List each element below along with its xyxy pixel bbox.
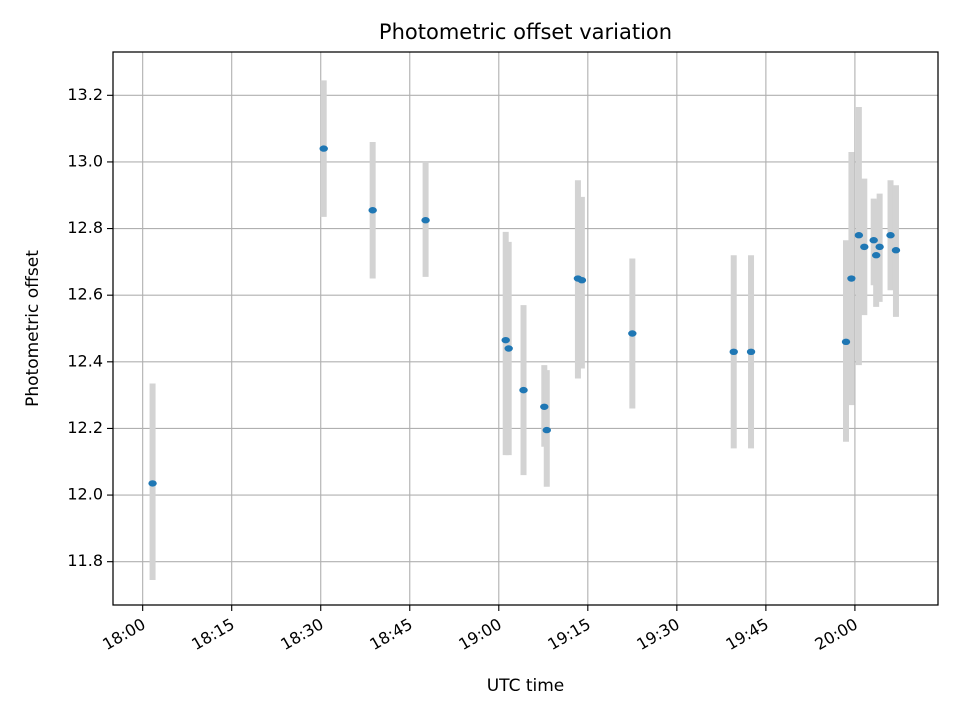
x-tick-label: 19:30 [633,614,682,654]
data-point [542,426,551,434]
data-point [729,348,738,356]
x-tick-label: 19:45 [722,614,771,654]
y-tick-label: 12.0 [67,485,103,504]
data-point [847,275,856,282]
y-axis: 11.8 12.0 12.2 12.4 12.6 12.8 13.0 13.2 [67,85,113,570]
x-tick-label: 18:15 [188,614,237,654]
y-tick-label: 12.2 [67,418,103,437]
data-point [319,145,328,152]
x-tick-label: 19:00 [455,614,504,654]
data-point [854,232,864,239]
x-tick-label: 19:15 [544,614,593,654]
data-point [501,336,510,344]
x-tick-label: 20:00 [811,614,860,654]
x-axis-label: UTC time [487,676,565,696]
y-tick-label: 11.8 [67,551,103,570]
plot-frame [112,51,939,606]
data-point [519,386,528,394]
data-points [148,145,901,487]
y-tick-label: 12.4 [67,351,103,370]
data-point [875,243,884,251]
data-point [891,247,901,254]
x-axis: 18:00 18:15 18:30 18:45 19:00 19:15 19:30 19:45… [99,605,861,654]
y-tick-label: 13.2 [67,85,103,104]
data-point [504,345,513,352]
x-tick-label: 18:45 [366,614,415,654]
y-tick-label: 13.0 [67,151,103,170]
y-tick-label: 12.8 [67,218,103,237]
chart-title: Photometric offset variation [379,20,672,44]
data-point [368,207,377,214]
error-bars [149,80,899,581]
data-point [860,243,869,251]
data-point [540,403,549,410]
data-point [628,330,637,337]
y-tick-label: 12.6 [67,285,103,304]
x-tick-label: 18:30 [277,614,326,654]
data-point [148,480,157,487]
data-point [577,276,587,284]
x-tick-label: 18:00 [99,614,148,654]
data-point [841,338,851,346]
y-axis-label: Photometric offset [23,250,43,407]
data-point [421,217,430,224]
data-point [886,232,895,239]
data-point [871,252,881,259]
data-point [869,237,878,244]
data-point [746,348,756,356]
